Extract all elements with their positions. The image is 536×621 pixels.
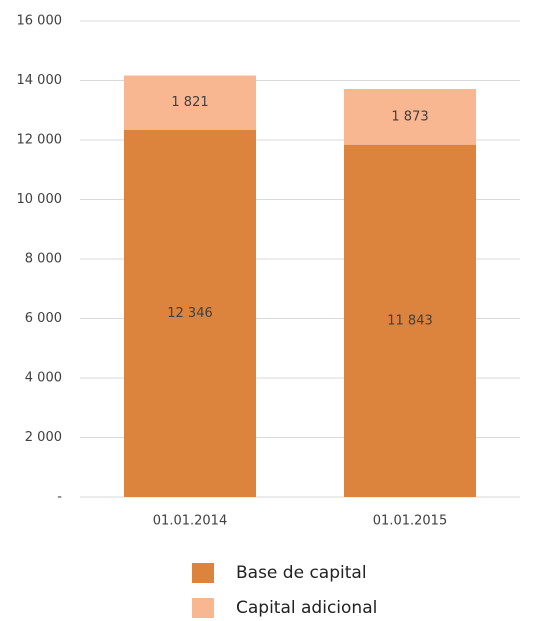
y-tick-label: 6 000 [25,311,62,326]
y-tick-label: - [57,490,62,505]
legend-swatch [192,563,214,583]
y-tick-label: 16 000 [17,14,63,29]
data-label: 1 873 [391,109,428,124]
data-label: 1 821 [171,95,208,110]
bar-segment [344,88,476,145]
y-tick-label: 8 000 [25,252,62,267]
y-tick-label: 4 000 [25,371,62,386]
bar-segment [124,75,256,130]
y-tick-label: 14 000 [17,73,63,88]
legend-swatch [192,598,214,618]
y-tick-label: 10 000 [17,192,63,207]
bar-segment [344,144,476,497]
bar-segment [124,129,256,498]
x-tick-label: 01.01.2015 [373,514,447,529]
legend-label: Capital adicional [236,598,377,618]
y-tick-label: 12 000 [17,133,63,148]
y-tick-label: 2 000 [25,430,62,445]
legend-label: Base de capital [236,563,367,583]
data-label: 12 346 [167,306,213,321]
data-label: 11 843 [387,313,433,328]
x-tick-label: 01.01.2014 [153,514,227,529]
